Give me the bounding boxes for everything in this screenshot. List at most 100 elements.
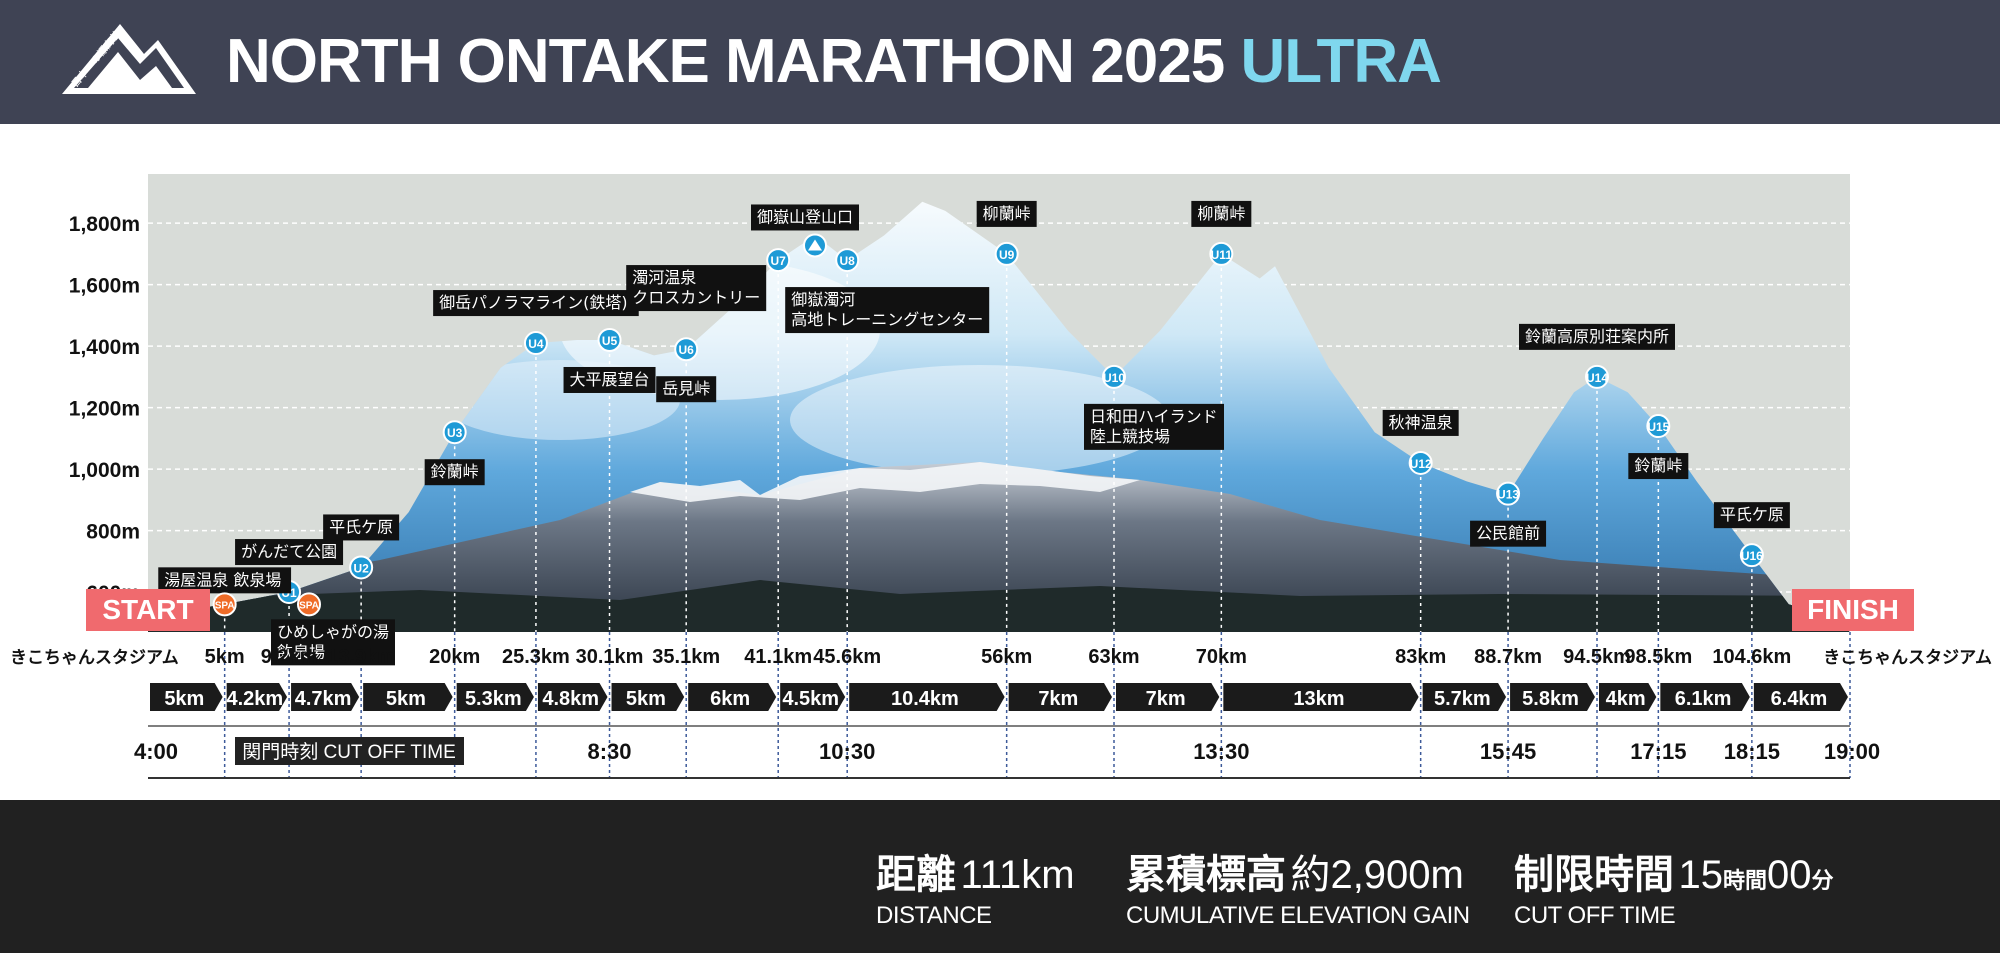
station-label-box (1628, 453, 1689, 480)
aid-station-marker (442, 420, 467, 445)
segment-label: 5.3km (465, 688, 522, 710)
cutoff-time-label: 8:30 (588, 739, 632, 764)
spa-marker-icon (297, 592, 321, 617)
station-label: 岳見峠 (656, 376, 717, 403)
km-label: きこちゃんスタジアム (1823, 648, 1992, 667)
segment-arrow (1599, 683, 1657, 711)
aid-station-marker (766, 248, 791, 273)
station-label-box (271, 619, 395, 666)
aid-station-marker (1585, 364, 1609, 389)
cutoff-hours: 15 (1678, 853, 1723, 897)
station-label: 平氏ケ原 (1713, 502, 1790, 529)
station-label-box (656, 376, 717, 403)
cutoff-time-label: 13:30 (1193, 739, 1249, 764)
segment-arrow (611, 683, 685, 711)
km-label: 20km (429, 646, 480, 668)
station-label: 鈴蘭峠 (424, 459, 485, 486)
km-label: 5km (205, 646, 245, 668)
aid-station-id: U6 (679, 343, 695, 357)
segment-label: 4km (1606, 688, 1646, 710)
segment-arrow (1753, 683, 1848, 711)
title-edition: ULTRA (1240, 27, 1441, 96)
station-label-text: 平氏ケ原 (329, 517, 393, 536)
km-label: 13.9km (327, 646, 395, 668)
station-label-box (785, 287, 990, 334)
station-label-text: 公民館前 (1476, 524, 1540, 543)
station-label-box (1713, 502, 1790, 529)
station-label-box (1084, 403, 1224, 450)
segment-label: 6km (710, 688, 750, 710)
aid-station-id: U12 (1410, 457, 1432, 471)
segment-arrow (1660, 683, 1750, 711)
station-label-box (563, 366, 656, 393)
segment-label: 5km (164, 688, 204, 710)
aid-station-marker (1209, 241, 1234, 266)
y-tick-label: 1,400m (69, 336, 140, 359)
segment-label: 5km (626, 688, 666, 710)
station-label: 柳蘭峠 (1191, 200, 1252, 227)
segment-arrow (1008, 683, 1112, 711)
station-label-text: 湯屋温泉 飲泉場 (164, 570, 281, 589)
km-label: 25.3km (502, 646, 570, 668)
km-label: きこちゃんスタジアム (10, 648, 179, 667)
aid-station-id: U9 (999, 248, 1015, 262)
segment-arrows: 5km 4.2km 4.7km 5km 5.3km 4.8km 5km 6km 4.5km 10.… (150, 683, 1848, 711)
km-label: 35.1km (652, 646, 720, 668)
aid-station-marker (1496, 481, 1521, 506)
station-label-text: 高地トレーニングセンター (791, 310, 983, 329)
aid-station-id: U16 (1741, 549, 1763, 563)
segment-label: 4.5km (782, 688, 839, 710)
segment-label: 7km (1038, 688, 1078, 710)
station-label-text: 御嶽山登山口 (757, 207, 853, 226)
summit-mountain-icon (808, 239, 822, 251)
station-label-text: 濁河温泉 (632, 268, 696, 287)
station-label: 公民館前 (1470, 520, 1547, 547)
cutoff-time-label: 15:45 (1480, 739, 1536, 764)
y-tick-label: 1,600m (69, 275, 140, 298)
spa-marker-label: SPA (215, 600, 235, 611)
segment-label: 5km (386, 688, 426, 710)
cutoff-times: 4:00 8:30 10:30 13:30 15:45 17:15 18:15 19:00 (134, 739, 1880, 764)
start-badge: START (86, 589, 210, 631)
segment-label: 10.4km (891, 688, 959, 710)
station-label-text: ひめしゃがの湯 (277, 622, 389, 641)
segment-label: 6.1km (1675, 688, 1732, 710)
station-label-box (235, 539, 344, 566)
aid-station-id: U13 (1497, 488, 1519, 502)
cutoff-hours-unit: 時間 (1722, 868, 1767, 893)
cutoff-time-label: 10:30 (819, 739, 875, 764)
station-label: 柳蘭峠 (976, 200, 1037, 227)
aid-station-marker (1739, 543, 1764, 568)
cutoff-time-label: 18:15 (1724, 739, 1780, 764)
aid-station-id: U8 (840, 254, 856, 268)
cutoff-en: CUT OFF TIME (1514, 902, 1676, 929)
km-label: 45.6km (813, 646, 881, 668)
station-label-box (424, 459, 485, 486)
cutoff-jp: 制限時間 (1514, 853, 1674, 897)
distance-value: 111km (960, 853, 1075, 897)
segment-label: 6.4km (1771, 688, 1828, 710)
station-label-text: 鈴蘭峠 (431, 462, 479, 481)
km-label: 88.7km (1474, 646, 1542, 668)
station-label-box (433, 290, 639, 317)
station-label-box (1191, 200, 1252, 227)
station-label-text: 鈴蘭峠 (1634, 456, 1682, 475)
segment-label: 7km (1146, 688, 1186, 710)
cutoff-badge: 関門時刻 CUT OFF TIME (235, 737, 464, 765)
spa-marker-label: SPA (299, 600, 319, 611)
elevation-jp: 累積標高 (1126, 853, 1286, 897)
km-label: 83km (1395, 646, 1446, 668)
summary-footer: 距離 111km DISTANCE 累積標高 約2,900m CUMULATIV… (0, 800, 2000, 953)
header-bar: 日本一の標高差 NORTH ONTAKE MARATHON 2025 ULTRA (0, 0, 2000, 124)
segment-arrow (226, 683, 288, 711)
finish-badge: FINISH (1792, 589, 1914, 631)
aid-station-id: U5 (602, 334, 618, 348)
aid-station-marker (1102, 364, 1126, 389)
km-label: 94.5km (1563, 646, 1631, 668)
aid-station-marker (1408, 450, 1433, 475)
segment-arrow (688, 683, 777, 711)
aid-station-id: U7 (771, 254, 787, 268)
